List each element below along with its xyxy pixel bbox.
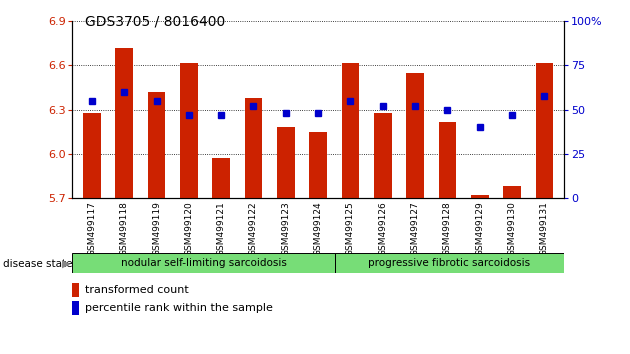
Text: GSM499124: GSM499124 xyxy=(314,201,323,256)
Bar xyxy=(406,73,424,198)
Bar xyxy=(277,127,295,198)
Text: GSM499122: GSM499122 xyxy=(249,201,258,256)
Text: GSM499125: GSM499125 xyxy=(346,201,355,256)
Bar xyxy=(72,253,335,273)
Text: GSM499121: GSM499121 xyxy=(217,201,226,256)
Bar xyxy=(83,113,101,198)
Text: GSM499117: GSM499117 xyxy=(88,201,96,256)
Bar xyxy=(244,98,262,198)
Bar xyxy=(115,48,133,198)
Text: percentile rank within the sample: percentile rank within the sample xyxy=(85,303,273,313)
Text: nodular self-limiting sarcoidosis: nodular self-limiting sarcoidosis xyxy=(120,258,287,268)
Bar xyxy=(341,63,359,198)
Bar xyxy=(374,113,392,198)
Bar xyxy=(471,195,489,198)
Text: GSM499131: GSM499131 xyxy=(540,201,549,256)
Bar xyxy=(503,187,521,198)
Bar xyxy=(438,121,456,198)
Text: GSM499128: GSM499128 xyxy=(443,201,452,256)
Bar xyxy=(147,92,166,198)
Bar xyxy=(180,63,198,198)
Text: GDS3705 / 8016400: GDS3705 / 8016400 xyxy=(85,14,226,28)
Text: GSM499119: GSM499119 xyxy=(152,201,161,256)
Text: GSM499120: GSM499120 xyxy=(185,201,193,256)
Text: ▶: ▶ xyxy=(62,259,70,269)
Text: GSM499127: GSM499127 xyxy=(411,201,420,256)
Text: GSM499130: GSM499130 xyxy=(508,201,517,256)
Text: GSM499123: GSM499123 xyxy=(282,201,290,256)
Text: GSM499118: GSM499118 xyxy=(120,201,129,256)
Text: GSM499126: GSM499126 xyxy=(378,201,387,256)
Bar xyxy=(212,159,230,198)
Bar xyxy=(536,63,553,198)
Bar xyxy=(335,253,564,273)
Text: GSM499129: GSM499129 xyxy=(475,201,484,256)
Text: disease state: disease state xyxy=(3,259,72,269)
Bar xyxy=(309,132,327,198)
Text: transformed count: transformed count xyxy=(85,285,189,295)
Text: progressive fibrotic sarcoidosis: progressive fibrotic sarcoidosis xyxy=(368,258,530,268)
